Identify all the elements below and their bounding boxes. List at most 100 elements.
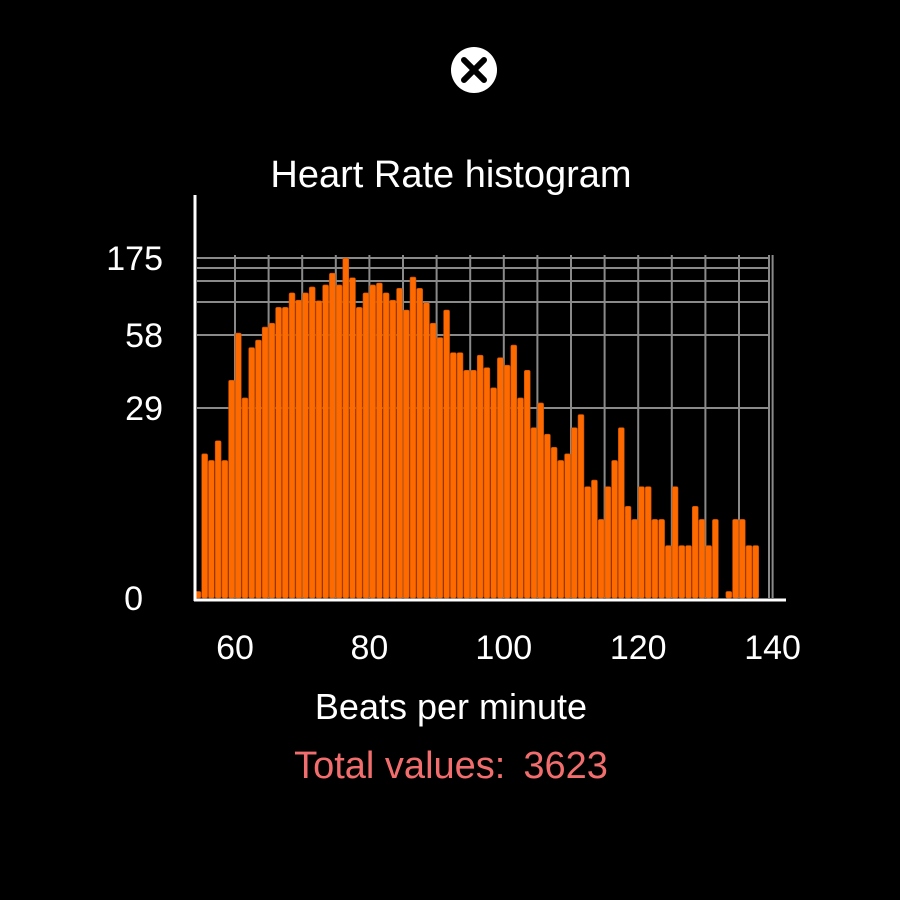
x-tick-label: 140 bbox=[744, 629, 801, 667]
x-tick-label: 120 bbox=[610, 629, 667, 667]
histogram-bar bbox=[564, 453, 571, 599]
histogram-bar bbox=[295, 299, 302, 599]
histogram-bar bbox=[302, 292, 309, 599]
histogram-bar bbox=[745, 545, 753, 599]
chart-title: Heart Rate histogram bbox=[270, 154, 631, 196]
histogram-bar bbox=[288, 292, 296, 599]
histogram-bar bbox=[335, 284, 343, 599]
histogram-bar bbox=[275, 307, 282, 599]
histogram-bar bbox=[651, 519, 659, 599]
close-button[interactable] bbox=[451, 47, 497, 93]
histogram-bar bbox=[523, 369, 531, 599]
histogram-bar bbox=[369, 284, 376, 599]
histogram-bar bbox=[228, 380, 235, 599]
histogram-bar bbox=[248, 347, 255, 599]
total-values-label: Total values: bbox=[294, 745, 505, 787]
grid bbox=[197, 255, 774, 598]
histogram-bar bbox=[557, 460, 565, 599]
histogram-bar bbox=[416, 287, 423, 599]
histogram-bar bbox=[329, 272, 336, 599]
y-tick-label: 0 bbox=[124, 580, 143, 618]
histogram-bar bbox=[665, 545, 672, 599]
histogram-bar bbox=[463, 369, 470, 599]
histogram-bar bbox=[355, 307, 363, 599]
histogram-bar bbox=[584, 486, 591, 599]
histogram-bar bbox=[577, 414, 585, 599]
histogram-bar bbox=[571, 427, 578, 599]
histogram-bar bbox=[443, 309, 450, 599]
histogram-bar bbox=[618, 427, 625, 599]
histogram-bar bbox=[685, 545, 692, 599]
histogram-bar bbox=[349, 277, 356, 599]
histogram-bar bbox=[517, 397, 524, 599]
histogram-bar bbox=[456, 352, 464, 599]
histogram-bar bbox=[604, 486, 612, 599]
histogram-bar bbox=[282, 307, 289, 599]
histogram-bar bbox=[611, 460, 618, 599]
y-tick-label: 29 bbox=[125, 390, 163, 428]
histogram-bar bbox=[631, 519, 638, 599]
histogram-bar bbox=[221, 460, 229, 599]
total-values-text: Total values: 3623 bbox=[294, 745, 608, 787]
bars bbox=[194, 257, 759, 599]
histogram-bar bbox=[671, 486, 679, 599]
close-x-icon bbox=[461, 57, 487, 83]
histogram-bar bbox=[201, 453, 208, 599]
histogram-bar bbox=[261, 326, 269, 599]
x-tick-label: 100 bbox=[475, 629, 532, 667]
histogram-bar bbox=[597, 519, 605, 599]
histogram-bar bbox=[255, 339, 262, 599]
histogram-bar bbox=[342, 257, 350, 599]
histogram-bar bbox=[725, 591, 733, 599]
histogram-bar bbox=[691, 505, 699, 599]
histogram-bar bbox=[429, 322, 437, 599]
histogram-bar bbox=[712, 519, 719, 599]
histogram-bar bbox=[510, 344, 518, 599]
histogram-bar bbox=[423, 302, 430, 599]
histogram-bar bbox=[537, 402, 544, 599]
histogram-bar bbox=[698, 519, 706, 599]
histogram-bar bbox=[732, 519, 739, 599]
histogram-bar bbox=[308, 286, 316, 599]
histogram-bar bbox=[241, 397, 249, 599]
histogram-bar bbox=[403, 309, 410, 599]
histogram-bar bbox=[470, 369, 477, 599]
histogram-bar bbox=[678, 545, 686, 599]
histogram-bar bbox=[396, 287, 403, 599]
histogram-bar bbox=[644, 486, 652, 599]
x-axis-label: Beats per minute bbox=[315, 686, 587, 727]
histogram-bar bbox=[382, 292, 390, 599]
histogram-bar bbox=[752, 545, 759, 599]
y-tick-label: 175 bbox=[106, 240, 163, 278]
histogram-bar bbox=[503, 364, 511, 599]
histogram-bar bbox=[208, 460, 215, 599]
histogram-bar bbox=[705, 545, 712, 599]
histogram-bar bbox=[409, 276, 417, 599]
histogram-bar bbox=[544, 433, 551, 599]
histogram-bar bbox=[268, 322, 276, 599]
histogram-bar bbox=[530, 427, 538, 599]
histogram-bar bbox=[389, 299, 397, 599]
y-tick-label: 58 bbox=[125, 317, 163, 355]
histogram-bar bbox=[362, 292, 370, 599]
histogram-bar bbox=[638, 486, 645, 599]
histogram-bar bbox=[235, 332, 242, 599]
histogram-bar bbox=[476, 354, 484, 599]
x-tick-label: 60 bbox=[216, 629, 254, 667]
histogram-bar bbox=[624, 505, 632, 599]
histogram-bar bbox=[497, 357, 504, 599]
histogram-bar bbox=[315, 300, 323, 599]
histogram-bar bbox=[550, 447, 558, 599]
histogram-bar bbox=[450, 352, 457, 599]
histogram-bar bbox=[376, 282, 383, 599]
histogram-bar bbox=[214, 440, 222, 599]
histogram-bar bbox=[658, 519, 665, 599]
histogram-bar bbox=[436, 337, 444, 599]
total-values-count: 3623 bbox=[523, 745, 608, 787]
histogram-bar bbox=[490, 387, 497, 599]
histogram-bar bbox=[483, 367, 491, 599]
histogram-bar bbox=[322, 284, 329, 599]
histogram-bar bbox=[739, 519, 746, 599]
histogram-bar bbox=[591, 479, 598, 599]
